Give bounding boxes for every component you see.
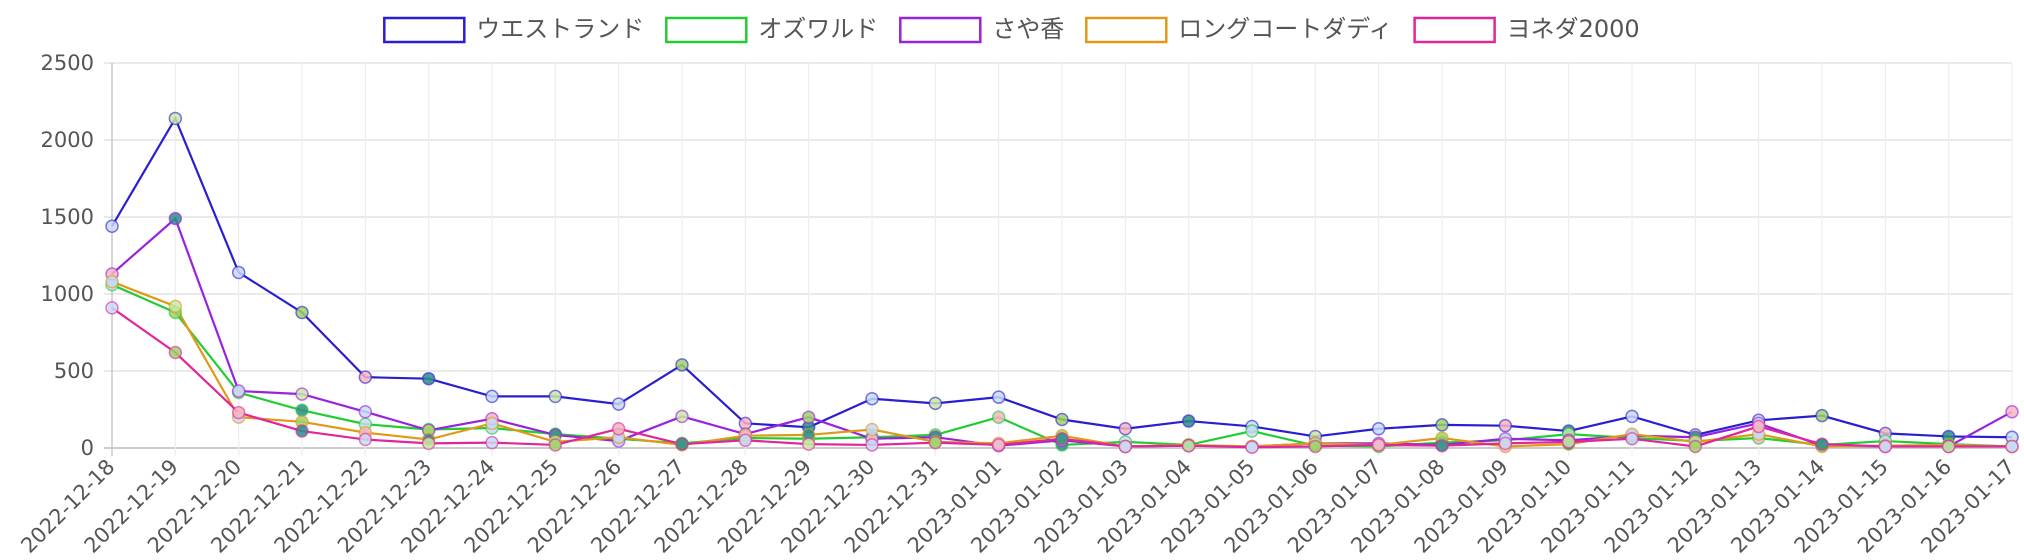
data-point[interactable] xyxy=(421,436,436,451)
data-point[interactable] xyxy=(1371,438,1386,452)
data-point[interactable] xyxy=(168,299,183,314)
data-point[interactable] xyxy=(231,384,246,398)
data-point[interactable] xyxy=(105,301,119,315)
data-point[interactable] xyxy=(611,397,626,411)
data-point[interactable] xyxy=(1118,439,1133,454)
series-points-4 xyxy=(105,301,2019,454)
data-point[interactable] xyxy=(548,389,563,404)
legend-swatch[interactable] xyxy=(383,16,466,44)
legend-label: ヨネダ2000 xyxy=(1507,15,1640,43)
y-tick-label: 1000 xyxy=(41,282,94,306)
data-point[interactable] xyxy=(1688,439,1703,454)
data-point[interactable] xyxy=(865,438,879,452)
data-point[interactable] xyxy=(105,274,119,289)
y-tick-label: 2500 xyxy=(41,51,94,75)
data-point[interactable] xyxy=(295,387,309,401)
data-point[interactable] xyxy=(548,438,563,452)
data-point[interactable] xyxy=(2005,439,2019,454)
data-point[interactable] xyxy=(358,432,373,447)
legend-label: オズワルド xyxy=(758,15,878,43)
legend-swatch[interactable] xyxy=(899,16,982,44)
y-tick-label: 0 xyxy=(81,436,94,460)
data-point[interactable] xyxy=(1561,435,1576,449)
data-point[interactable] xyxy=(295,403,309,418)
data-point[interactable] xyxy=(1625,409,1639,424)
data-point[interactable] xyxy=(1815,437,1829,451)
data-point[interactable] xyxy=(1435,418,1449,432)
data-point[interactable] xyxy=(1245,424,1259,438)
data-point[interactable] xyxy=(865,422,879,437)
data-point[interactable] xyxy=(675,409,689,424)
data-point[interactable] xyxy=(358,370,373,384)
data-point[interactable] xyxy=(1055,432,1069,446)
data-point[interactable] xyxy=(421,371,436,386)
data-point[interactable] xyxy=(611,422,626,436)
data-point[interactable] xyxy=(2005,405,2019,419)
data-point[interactable] xyxy=(1435,438,1449,453)
data-point[interactable] xyxy=(231,405,246,420)
data-point[interactable] xyxy=(928,435,943,450)
legend-swatch[interactable] xyxy=(1413,16,1496,44)
data-point[interactable] xyxy=(1941,439,1956,454)
legend: ウエストランド オズワルド さや香 ロングコートダディ ヨネダ2000 xyxy=(383,15,1640,44)
data-point[interactable] xyxy=(928,396,943,411)
data-point[interactable] xyxy=(1625,432,1639,446)
legend-swatch[interactable] xyxy=(1085,16,1168,44)
data-point[interactable] xyxy=(358,405,373,419)
data-point[interactable] xyxy=(1308,439,1323,454)
data-point[interactable] xyxy=(991,438,1006,452)
data-point[interactable] xyxy=(1055,412,1069,427)
data-point[interactable] xyxy=(675,437,689,451)
y-tick-label: 1500 xyxy=(41,205,94,229)
data-point[interactable] xyxy=(295,424,309,438)
legend-label: ウエストランド xyxy=(476,15,644,43)
data-point[interactable] xyxy=(1878,439,1893,454)
y-tick-label: 500 xyxy=(54,359,94,383)
legend-swatch[interactable] xyxy=(665,16,748,44)
data-point[interactable] xyxy=(105,219,119,233)
data-point[interactable] xyxy=(991,390,1006,404)
data-point[interactable] xyxy=(1751,419,1766,434)
data-point[interactable] xyxy=(1498,418,1513,433)
data-point[interactable] xyxy=(1118,422,1133,436)
data-point[interactable] xyxy=(738,433,753,448)
grid-lines xyxy=(104,62,2013,456)
data-point[interactable] xyxy=(485,435,499,450)
data-point[interactable] xyxy=(485,389,499,404)
data-point[interactable] xyxy=(485,416,499,431)
data-point[interactable] xyxy=(991,410,1006,424)
data-point[interactable] xyxy=(1181,438,1196,453)
data-point[interactable] xyxy=(801,437,816,451)
data-point[interactable] xyxy=(1371,422,1386,436)
data-point[interactable] xyxy=(1181,414,1196,428)
data-point[interactable] xyxy=(168,345,183,360)
data-point[interactable] xyxy=(675,358,689,372)
legend-label: さや香 xyxy=(992,15,1064,43)
data-point[interactable] xyxy=(1498,436,1513,451)
data-point[interactable] xyxy=(231,265,246,280)
data-point[interactable] xyxy=(168,111,183,126)
data-point[interactable] xyxy=(295,305,309,320)
data-point[interactable] xyxy=(168,211,183,226)
data-point[interactable] xyxy=(865,391,879,406)
data-point[interactable] xyxy=(1815,408,1829,423)
legend-label: ロングコートダディ xyxy=(1178,15,1392,43)
data-point[interactable] xyxy=(801,410,816,424)
data-point[interactable] xyxy=(1245,440,1259,454)
y-tick-label: 2000 xyxy=(41,128,94,152)
